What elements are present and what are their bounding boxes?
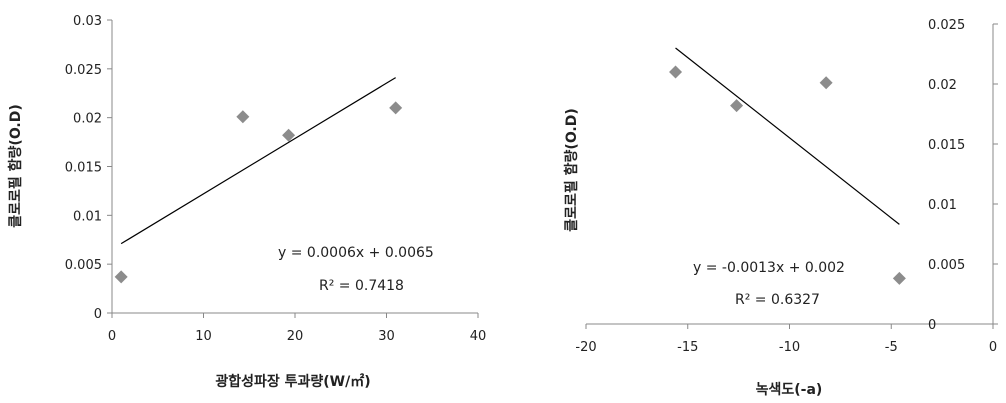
x-tick-label: -5 <box>885 340 898 355</box>
y-tick-label: 0.005 <box>928 258 965 273</box>
y-tick-label: 0.025 <box>928 18 965 33</box>
x-tick-label: -10 <box>779 340 800 355</box>
data-point-marker <box>236 110 250 124</box>
y-tick-label: 0.03 <box>73 14 102 29</box>
data-point-marker <box>669 65 683 79</box>
chart-right: y = -0.0013x + 0.002 R² = 0.6327 녹색도(-a)… <box>563 18 998 398</box>
data-point-marker <box>389 101 403 115</box>
y-axis-label: 클로로필 함량(O.D) <box>563 108 580 231</box>
equation-label: y = -0.0013x + 0.002 <box>693 260 845 276</box>
y-tick-label: 0 <box>94 307 102 322</box>
x-axis-label: 광합성파장 투과량(W/㎡) <box>215 373 370 390</box>
trendline <box>675 47 900 225</box>
data-point-marker <box>819 76 833 90</box>
data-point-marker <box>282 128 296 142</box>
y-axis-label: 클로로필 함량(O.D) <box>7 104 24 227</box>
x-tick-label: 40 <box>470 329 487 344</box>
y-tick-label: 0 <box>928 318 936 333</box>
x-tick-label: 20 <box>287 329 304 344</box>
x-tick-label: 0 <box>108 329 116 344</box>
chart-left: y = 0.0006x + 0.0065 R² = 0.7418 광합성파장 투… <box>7 14 486 390</box>
y-tick-label: 0.025 <box>65 63 102 78</box>
data-point-marker <box>730 99 744 113</box>
y-tick-label: 0.02 <box>73 112 102 127</box>
y-tick-label: 0.02 <box>928 78 957 93</box>
r-squared-label: R² = 0.7418 <box>319 278 404 294</box>
x-tick-label: -20 <box>575 340 596 355</box>
y-tick-label: 0.01 <box>928 198 957 213</box>
y-tick-label: 0.015 <box>928 138 965 153</box>
x-axis-label: 녹색도(-a) <box>756 382 823 398</box>
y-tick-label: 0.015 <box>65 161 102 176</box>
trendline <box>120 77 396 245</box>
x-tick-label: 0 <box>989 340 997 355</box>
y-tick-label: 0.01 <box>73 209 102 224</box>
x-tick-label: -15 <box>677 340 698 355</box>
data-point-marker <box>892 271 906 285</box>
x-tick-label: 30 <box>378 329 395 344</box>
r-squared-label: R² = 0.6327 <box>735 292 820 308</box>
y-tick-label: 0.005 <box>65 258 102 273</box>
data-point-marker <box>114 270 128 284</box>
x-tick-label: 10 <box>195 329 212 344</box>
equation-label: y = 0.0006x + 0.0065 <box>278 245 434 261</box>
